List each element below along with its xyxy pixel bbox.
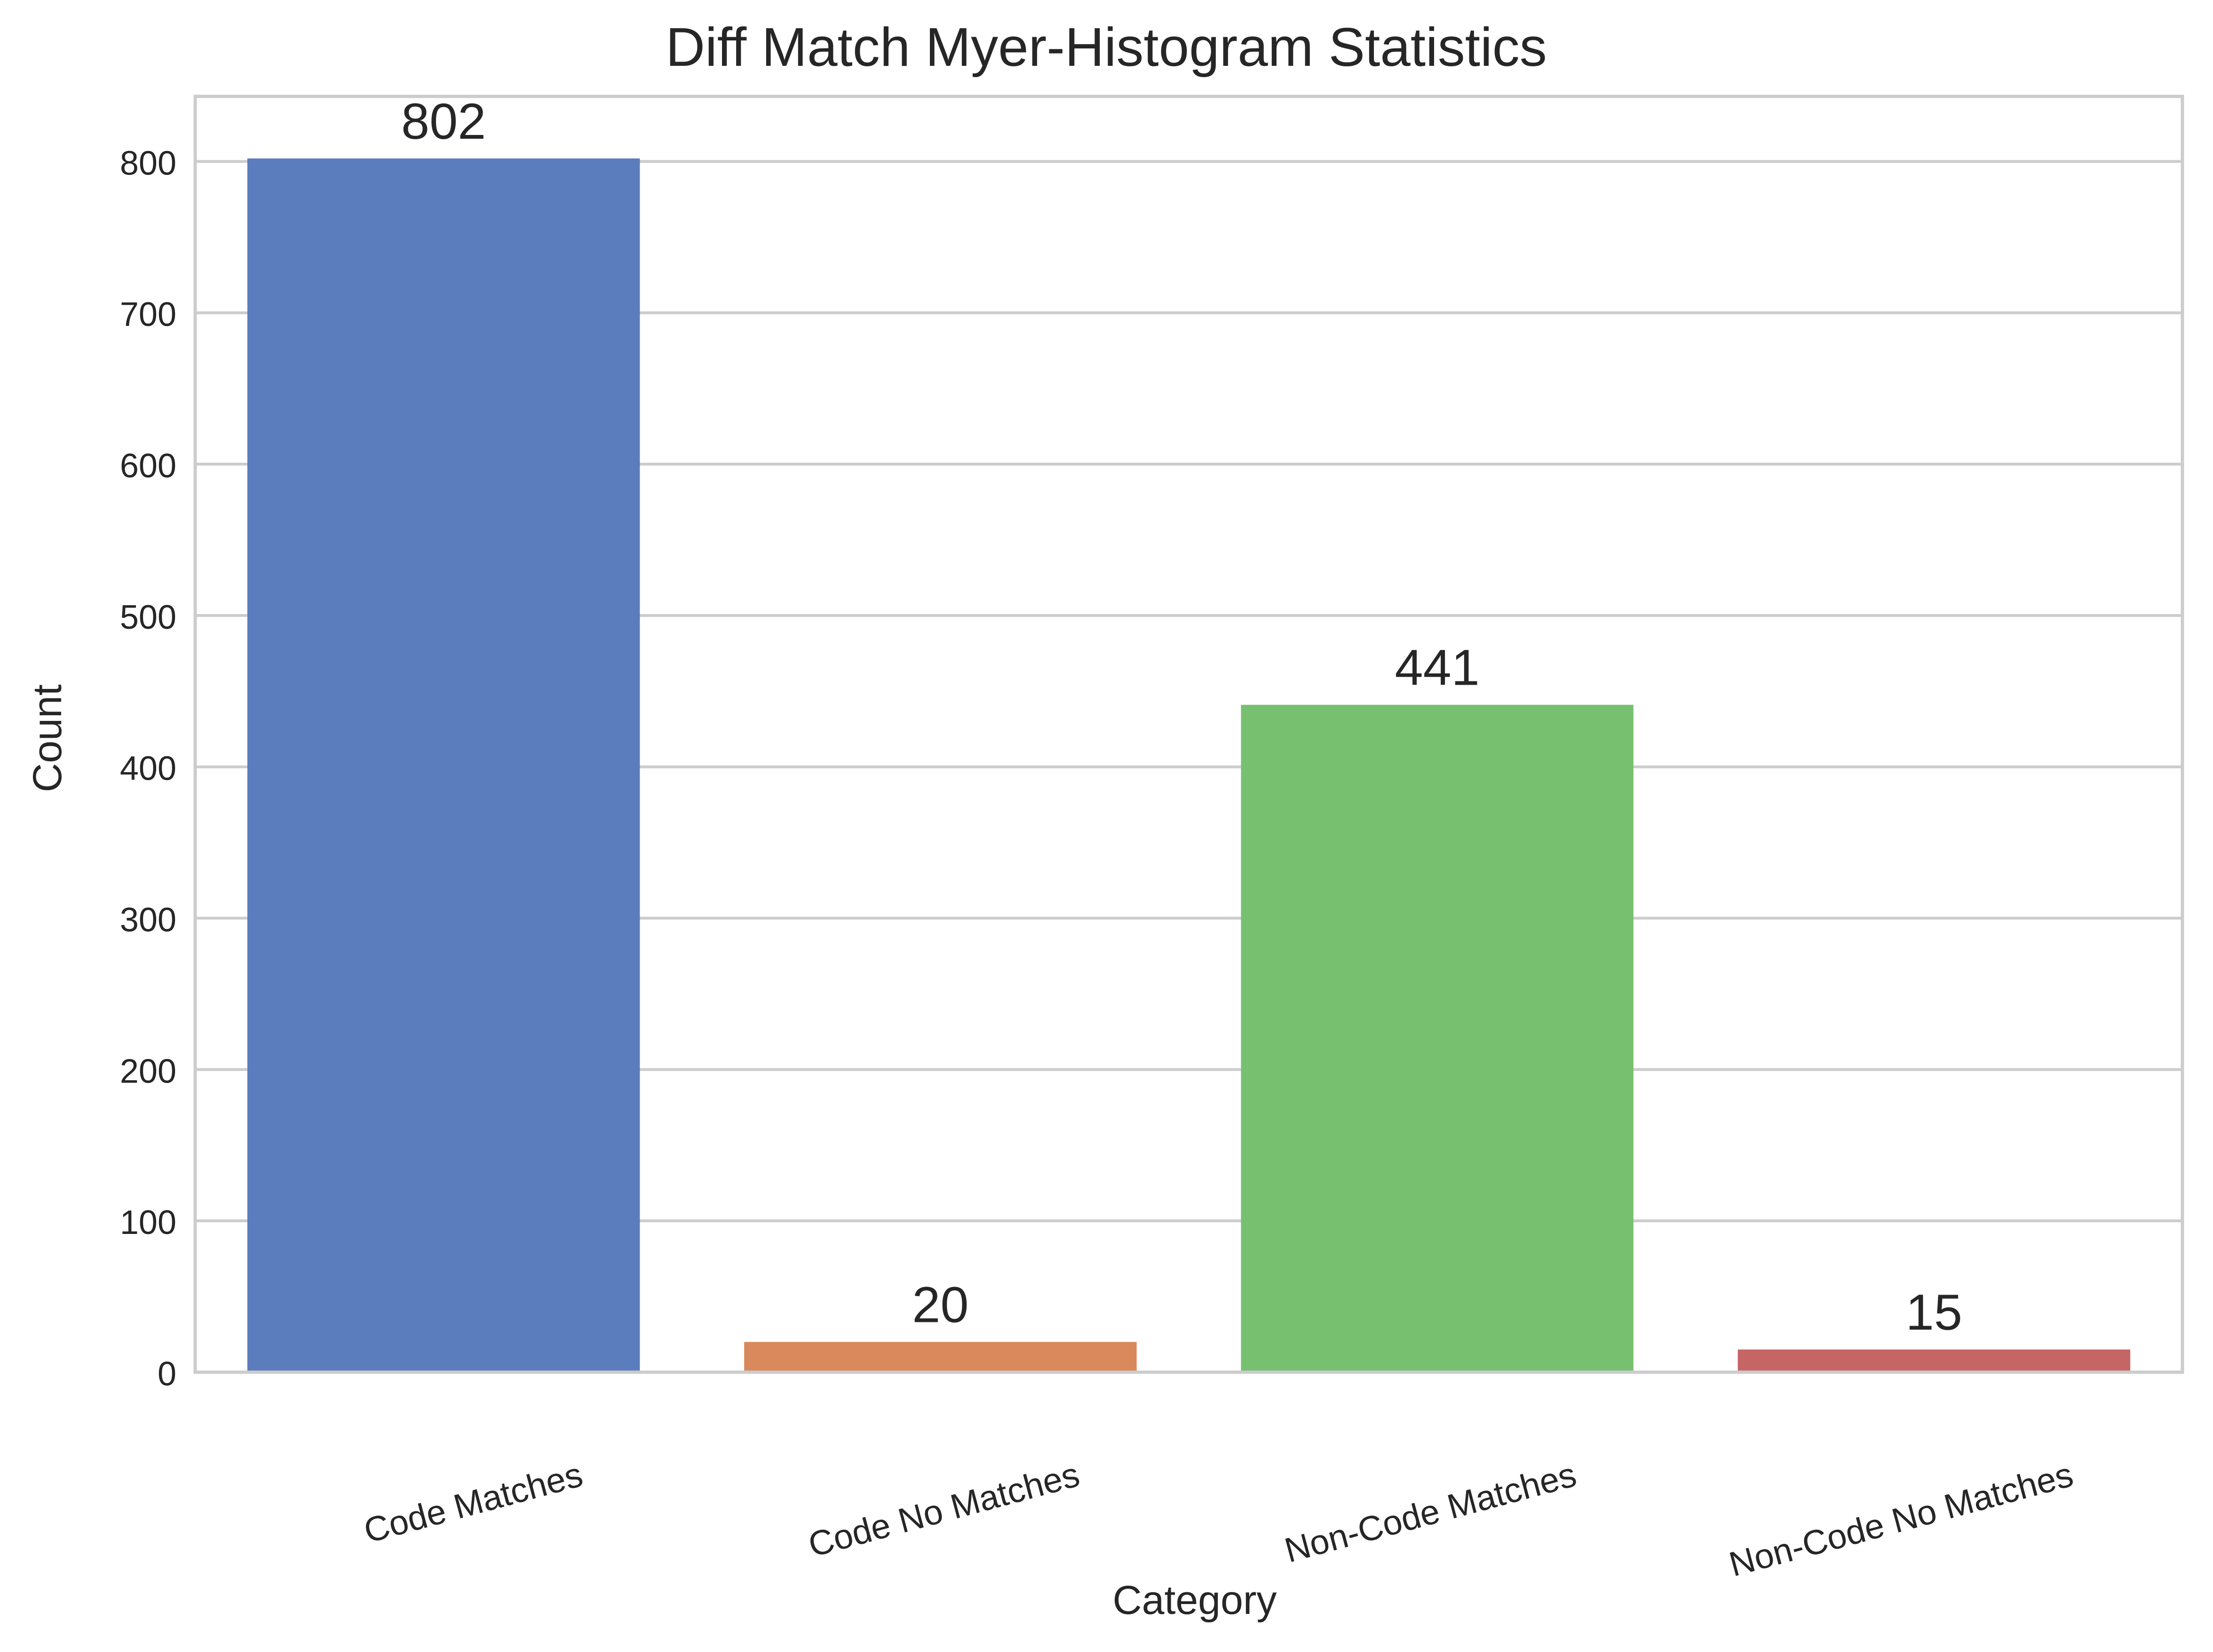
bars: [247, 158, 2131, 1373]
bar: [1737, 1349, 2131, 1372]
y-axis-ticks: 0 100 200 300 400 500 600 700 800: [120, 144, 176, 1393]
bar: [1241, 704, 1634, 1372]
y-tick-label: 100: [120, 1204, 176, 1241]
data-label: 15: [1906, 1284, 1962, 1341]
data-labels: 802 20 441 15: [401, 93, 1962, 1341]
data-label: 441: [1395, 639, 1480, 696]
chart-title: Diff Match Myer-Histogram Statistics: [666, 16, 1547, 78]
y-tick-label: 800: [120, 144, 176, 182]
y-tick-label: 0: [158, 1355, 176, 1393]
data-label: 802: [401, 93, 486, 150]
y-tick-label: 200: [120, 1052, 176, 1090]
y-tick-label: 300: [120, 901, 176, 939]
axes-border: [193, 95, 2184, 1374]
y-tick-label: 400: [120, 750, 176, 788]
bar: [247, 158, 640, 1373]
y-tick-label: 700: [120, 296, 176, 333]
y-tick-label: 600: [120, 447, 176, 485]
y-axis-label: Count: [25, 684, 70, 792]
data-label: 20: [912, 1276, 968, 1333]
bar: [744, 1342, 1137, 1372]
x-axis-label: Category: [1113, 1578, 1277, 1623]
plot-frame: [193, 95, 2184, 1374]
y-tick-label: 500: [120, 599, 176, 636]
